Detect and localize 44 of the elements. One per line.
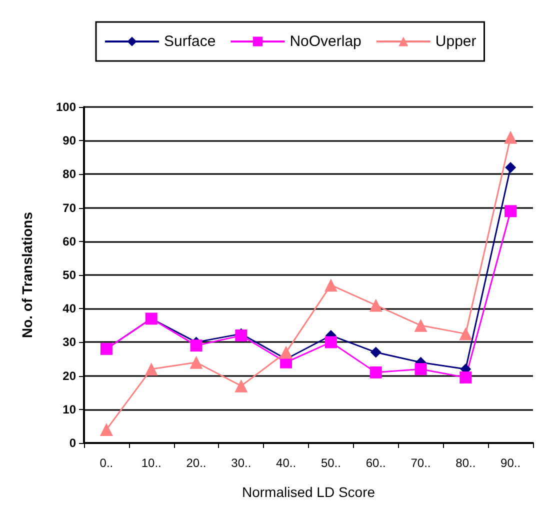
point: [504, 205, 517, 218]
point: [370, 366, 382, 378]
y-tick-label: 60: [62, 234, 76, 248]
x-tick-label: 10..: [141, 456, 162, 470]
y-tick-label: 20: [62, 368, 76, 383]
x-tick-label: 20..: [186, 456, 206, 470]
x-tick-label: 40..: [276, 456, 296, 470]
legend-label: Surface: [164, 33, 216, 50]
x-tick-label: 0..: [100, 456, 114, 470]
point: [414, 318, 428, 332]
y-tick-label: 50: [62, 268, 76, 282]
point: [504, 130, 518, 144]
point: [369, 298, 382, 312]
y-tick-label: 90: [62, 134, 76, 148]
y-tick-label: 0: [69, 436, 76, 450]
y-tick-label: 70: [62, 200, 76, 215]
y-tick-label: 10: [62, 402, 76, 416]
point: [459, 327, 472, 340]
point: [324, 278, 338, 292]
point: [234, 379, 248, 392]
x-tick-label: 60..: [366, 456, 386, 470]
y-tick-label: 40: [62, 302, 76, 316]
y-tick-label: 30: [62, 335, 76, 350]
x-axis-title: Normalised LD Score: [242, 484, 376, 500]
point: [460, 371, 472, 384]
point: [190, 356, 203, 369]
x-tick-label: 30..: [231, 456, 252, 470]
point: [505, 162, 516, 173]
x-tick-label: 90..: [500, 456, 521, 470]
x-tick-label: 70..: [410, 456, 431, 470]
point: [324, 336, 337, 348]
y-tick-label: 80: [62, 167, 76, 182]
y-axis-title: No. of Translations: [19, 212, 35, 338]
point: [100, 423, 113, 436]
point: [414, 363, 427, 376]
x-tick-label: 50..: [320, 456, 341, 470]
point: [280, 346, 293, 359]
point: [190, 340, 202, 352]
legend-label: NoOverlap: [290, 33, 362, 50]
legend-label: Upper: [435, 33, 476, 50]
point: [144, 362, 158, 376]
point: [370, 346, 382, 358]
y-tick-label: 100: [56, 100, 76, 114]
x-tick-label: 80..: [456, 456, 476, 470]
